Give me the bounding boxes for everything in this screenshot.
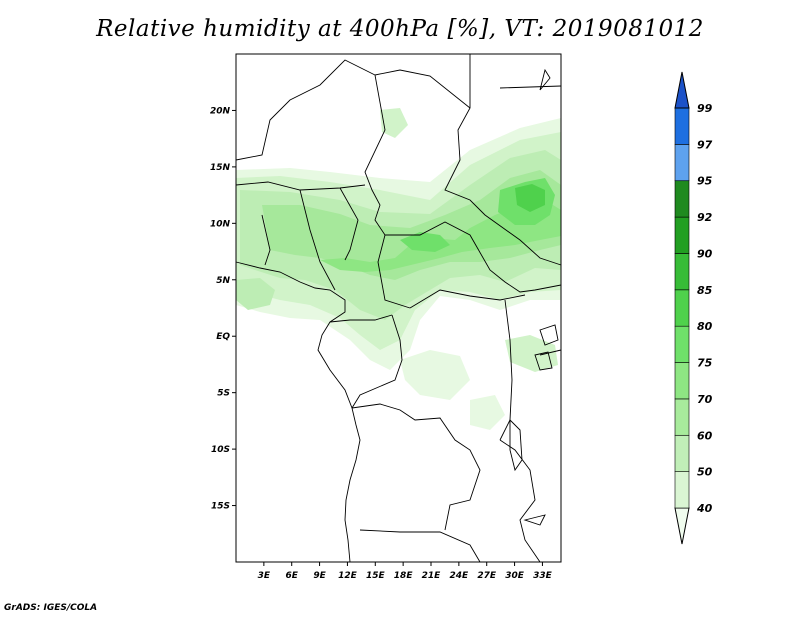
colorbar-label: 90 (697, 247, 713, 260)
longitude-axis: 3E 6E 9E 12E 15E 18E 21E 24E 27E 30E 33E (258, 562, 553, 581)
lon-tick-label: 15E (366, 571, 386, 581)
lat-tick-label: EQ (216, 332, 230, 342)
map-title: Relative humidity at 400hPa [%], VT: 201… (96, 16, 704, 42)
colorbar-segment (674, 144, 690, 182)
colorbar-segment (674, 253, 690, 291)
colorbar-label: 99 (697, 102, 713, 115)
colorbar: 40 50 60 70 75 80 85 90 92 95 97 99 (674, 71, 713, 545)
lon-tick-label: 21E (422, 571, 442, 581)
colorbar-lower-arrow (674, 507, 690, 545)
lon-tick-label: 27E (477, 571, 497, 581)
colorbar-segment (674, 107, 690, 145)
colorbar-label: 97 (697, 138, 713, 151)
lat-tick-label: 15S (211, 502, 230, 512)
colorbar-segment (674, 471, 690, 509)
colorbar-segment (674, 325, 690, 363)
lon-tick-label: 3E (258, 571, 271, 581)
colorbar-segment (674, 180, 690, 218)
colorbar-segment (674, 398, 690, 436)
colorbar-upper-arrow (674, 71, 690, 109)
lon-tick-label: 9E (313, 571, 326, 581)
colorbar-label: 70 (697, 393, 713, 406)
colorbar-label: 40 (696, 502, 713, 515)
lat-tick-label: 5S (217, 389, 230, 399)
lon-tick-label: 30E (505, 571, 525, 581)
map-panel (235, 53, 562, 563)
colorbar-segment (674, 289, 690, 327)
lat-tick-label: 10N (210, 219, 231, 229)
lat-tick-label: 15N (210, 163, 231, 173)
colorbar-label: 75 (697, 357, 713, 370)
lon-tick-label: 12E (338, 571, 358, 581)
country-borders (235, 54, 562, 563)
credit-label: GrADS: IGES/COLA (4, 603, 98, 613)
colorbar-segment (674, 434, 690, 472)
colorbar-label: 85 (697, 284, 713, 297)
lat-tick-label: 20N (210, 106, 231, 116)
lon-tick-label: 6E (286, 571, 299, 581)
colorbar-label: 80 (697, 320, 713, 333)
colorbar-segment (674, 216, 690, 254)
colorbar-label: 50 (697, 466, 713, 479)
lat-tick-label: 10S (211, 445, 230, 455)
lon-tick-label: 18E (394, 571, 414, 581)
colorbar-segment (674, 362, 690, 400)
latitude-axis: 20N 15N 10N 5N EQ 5S 10S 15S (210, 106, 236, 512)
lon-tick-label: 24E (450, 571, 470, 581)
lat-tick-label: 5N (216, 276, 230, 286)
colorbar-label: 60 (697, 429, 713, 442)
colorbar-label: 92 (697, 211, 713, 224)
lon-tick-label: 33E (533, 571, 553, 581)
colorbar-label: 95 (697, 175, 713, 188)
